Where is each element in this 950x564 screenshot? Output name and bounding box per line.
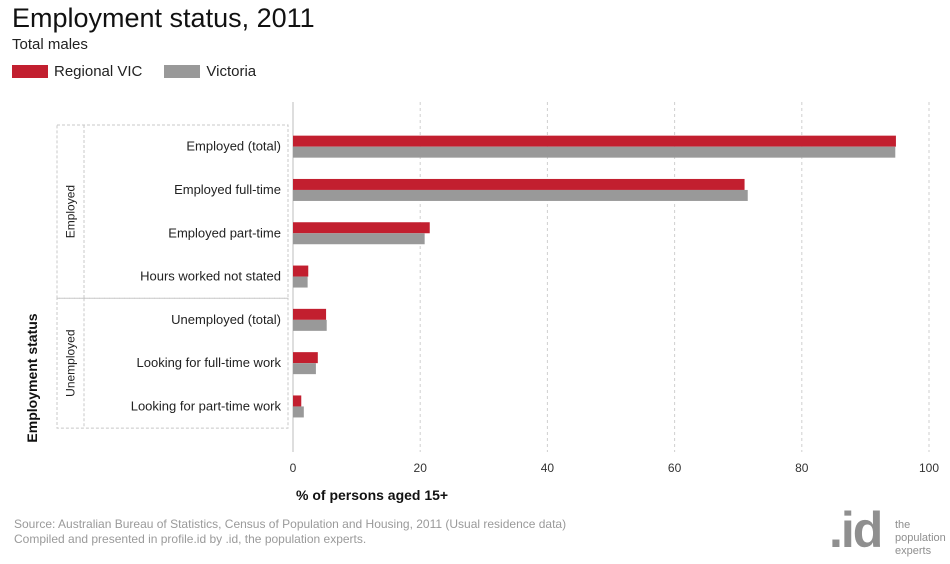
group-box-unemployed (56, 297, 289, 429)
logo-text-line-1: the (895, 519, 911, 531)
group-label-employed: Employed (64, 185, 78, 238)
x-tick-label-0: 0 (290, 461, 297, 475)
legend-label-regional-vic: Regional VIC (54, 62, 143, 80)
x-tick-label-60: 60 (668, 461, 682, 475)
legend-swatch-regional-vic (12, 64, 48, 78)
bar-victoria-hours-worked-not-stated (293, 276, 308, 288)
bar-regional-vic-unemployed-total (293, 308, 327, 320)
x-tick-label-80: 80 (795, 461, 809, 475)
category-label-looking-for-full-time-work: Looking for full-time work (137, 355, 282, 370)
chart-legend: Regional VIC Victoria (12, 60, 278, 82)
category-label-hours-worked-not-stated: Hours worked not stated (140, 269, 281, 284)
legend-item-victoria[interactable]: Victoria (164, 63, 256, 80)
x-axis-title: % of persons aged 15+ (296, 487, 448, 503)
bar-victoria-looking-for-full-time-work (293, 363, 316, 375)
legend-swatch-victoria (164, 64, 201, 78)
logo-mark: .id (829, 502, 883, 558)
bar-victoria-unemployed-total (293, 319, 327, 331)
legend-item-regional-vic[interactable]: Regional VIC (12, 63, 142, 80)
y-axis-title: Employment status (24, 313, 40, 442)
group-label-unemployed: Unemployed (64, 329, 78, 396)
category-label-employed-part-time: Employed part-time (168, 225, 281, 240)
logo-text: the population experts (895, 519, 946, 558)
bar-victoria-employed-full-time (293, 189, 748, 201)
logo-text-line-2: population (895, 532, 946, 544)
x-tick-label-20: 20 (414, 461, 428, 475)
id-logo: .id the population experts (829, 502, 947, 561)
legend-label-victoria: Victoria (206, 62, 257, 80)
bar-regional-vic-employed-full-time (293, 178, 745, 190)
category-label-employed-full-time: Employed full-time (174, 182, 281, 197)
chart-title: Employment status, 2011 (12, 3, 315, 33)
bar-regional-vic-hours-worked-not-stated (293, 265, 309, 277)
source-line-1: Source: Australian Bureau of Statistics,… (14, 517, 567, 531)
source-line-2: Compiled and presented in profile.id by … (14, 532, 367, 546)
bar-victoria-employed-part-time (293, 233, 425, 245)
category-label-unemployed-total: Unemployed (total) (171, 312, 281, 327)
bar-victoria-employed-total (293, 146, 896, 158)
category-label-looking-for-part-time-work: Looking for part-time work (131, 398, 282, 413)
chart-subtitle: Total males (12, 36, 88, 53)
category-label-employed-total: Employed (total) (186, 139, 281, 154)
bar-victoria-looking-for-part-time-work (293, 406, 304, 418)
source-note: Source: Australian Bureau of Statistics,… (14, 517, 566, 547)
group-box-employed (56, 124, 289, 299)
logo-text-line-3: experts (895, 545, 932, 557)
bar-regional-vic-employed-total (293, 135, 896, 147)
x-tick-label-100: 100 (919, 461, 939, 475)
bar-regional-vic-employed-part-time (293, 222, 430, 234)
bar-regional-vic-looking-for-part-time-work (293, 395, 302, 407)
x-tick-label-40: 40 (541, 461, 555, 475)
bar-regional-vic-looking-for-full-time-work (293, 352, 318, 364)
